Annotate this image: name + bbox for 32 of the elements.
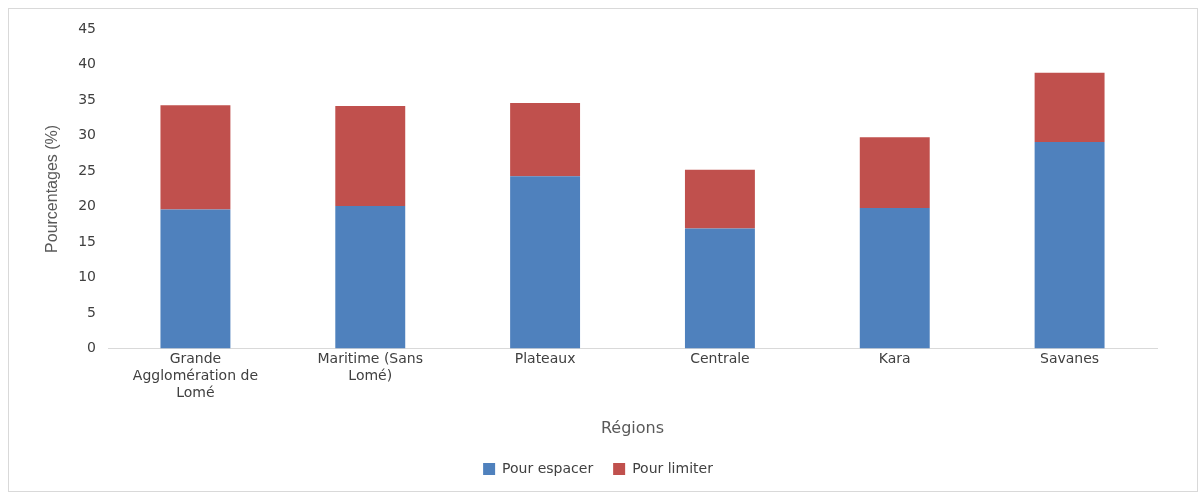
bar [335, 105, 406, 206]
y-tick-label: 10 [78, 268, 97, 285]
x-tick-label: Grande Agglomération de Lomé [132, 350, 259, 401]
legend-label: Pour espacer [502, 459, 594, 476]
bar [510, 103, 581, 177]
x-tick-label: Kara [878, 350, 911, 367]
y-tick-label: 35 [78, 90, 97, 107]
bar [859, 137, 930, 209]
y-tick-label: 15 [78, 232, 97, 249]
y-tick-label: 5 [87, 303, 97, 320]
y-tick-label: 25 [78, 161, 97, 178]
bar [1034, 142, 1105, 349]
bar [684, 228, 755, 349]
bar [160, 209, 231, 349]
y-axis-title: Pourcentages (%) [43, 124, 61, 253]
x-tick-label: Savanes [1040, 350, 1100, 367]
bar [160, 105, 231, 210]
y-tick-label: 20 [78, 197, 97, 214]
y-tick-label: 40 [78, 55, 97, 72]
bar [859, 208, 930, 349]
x-tick-label: Plateaux [514, 350, 576, 367]
y-tick-label: 0 [87, 339, 97, 356]
bar [684, 169, 755, 229]
x-tick-label: Centrale [690, 350, 750, 367]
bar [1034, 72, 1105, 143]
bar [335, 205, 406, 349]
legend-label: Pour limiter [632, 459, 714, 476]
y-tick-label: 45 [78, 20, 97, 37]
x-tick-label: Maritime (Sans Lomé) [317, 350, 423, 384]
bar [510, 176, 581, 349]
y-tick-label: 30 [78, 126, 97, 143]
x-axis-title: Régions [600, 417, 665, 437]
